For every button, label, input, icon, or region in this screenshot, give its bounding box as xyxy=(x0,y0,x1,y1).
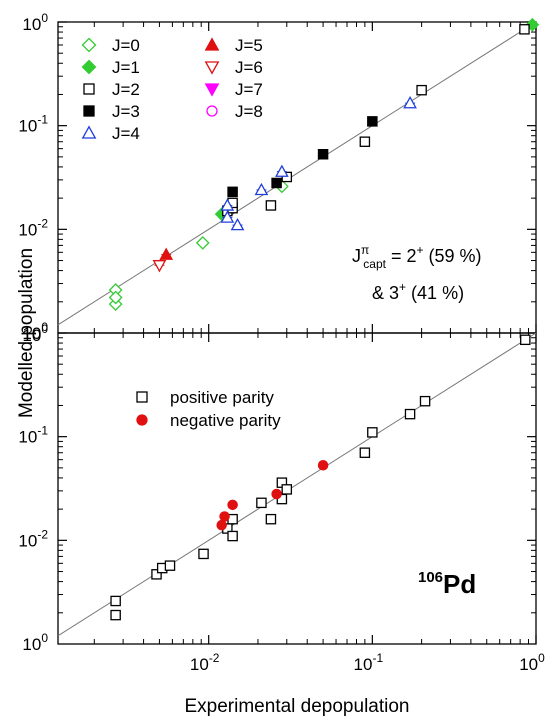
data-point xyxy=(110,595,121,607)
data-point xyxy=(220,198,235,211)
legend-item-marker xyxy=(81,37,97,53)
y-tick-label: 10-2 xyxy=(18,527,48,550)
legend-item-label: negative parity xyxy=(170,411,281,430)
data-point xyxy=(110,609,121,621)
data-point xyxy=(317,149,329,160)
bottom-panel-frame xyxy=(57,332,537,645)
data-point xyxy=(227,530,238,542)
legend-item-label: positive parity xyxy=(170,388,274,407)
data-point xyxy=(525,17,540,32)
y-tick-label: 10-2 xyxy=(18,216,48,239)
capture-spin-annotation-line2: & 3+ (41 %) xyxy=(372,280,464,303)
y-tick-label: 100 xyxy=(22,320,48,343)
data-point xyxy=(317,460,329,471)
y-tick-label: 100 xyxy=(22,11,48,34)
isotope-label: 106Pd xyxy=(418,569,476,599)
data-point xyxy=(419,395,431,407)
legend-item-marker xyxy=(81,59,97,75)
legend-item-label: J=2 xyxy=(112,80,140,99)
legend-item-label: J=4 xyxy=(112,124,140,143)
data-point xyxy=(256,497,267,509)
legend-item-marker xyxy=(136,391,148,403)
x-tick-label: 10-2 xyxy=(190,651,220,674)
data-point xyxy=(520,334,531,346)
data-markers xyxy=(108,17,540,621)
data-point xyxy=(164,560,176,571)
data-point xyxy=(159,247,174,260)
legend-item-label: J=7 xyxy=(235,80,263,99)
data-point xyxy=(254,182,269,196)
capture-spin-annotation-line1: Jπ capt = 2+ (59 %) xyxy=(352,243,482,271)
y-axis-title: Modelled population xyxy=(16,248,37,418)
legend-item-label: J=6 xyxy=(235,58,263,77)
data-point xyxy=(359,447,371,458)
reference-line xyxy=(57,332,537,637)
legend-item-marker xyxy=(204,83,220,97)
legend-item-label: J=1 xyxy=(112,58,140,77)
data-point xyxy=(195,235,210,250)
legend-item-label: J=3 xyxy=(112,102,140,121)
bottom-legend: positive parity negative parity xyxy=(136,388,281,430)
reference-lines xyxy=(57,21,537,637)
legend-item-label: J=8 xyxy=(235,102,263,121)
data-point xyxy=(275,164,289,177)
data-point xyxy=(198,548,209,560)
data-point xyxy=(404,408,416,420)
data-point xyxy=(216,519,227,531)
data-point xyxy=(367,116,378,127)
data-point xyxy=(220,210,235,223)
data-point xyxy=(519,24,530,35)
data-point xyxy=(227,186,238,198)
data-point xyxy=(359,136,371,147)
legend-item-marker xyxy=(206,105,218,117)
data-point xyxy=(271,488,282,500)
data-point xyxy=(108,290,123,305)
data-point xyxy=(403,96,417,109)
legend-item-marker xyxy=(83,83,95,95)
x-axis-title: Experimental depopulation xyxy=(185,696,410,717)
data-point xyxy=(230,217,245,231)
data-point xyxy=(152,260,167,273)
legend-item-marker xyxy=(136,414,148,426)
y-tick-label: 100 xyxy=(22,631,48,654)
legend-item-label: J=5 xyxy=(235,36,263,55)
data-point xyxy=(151,569,162,580)
y-tick-label: 10-1 xyxy=(18,424,48,447)
axis-ticks xyxy=(58,21,537,644)
legend-item-marker xyxy=(83,105,95,117)
data-point xyxy=(265,513,277,525)
y-tick-label: 10-1 xyxy=(18,113,48,136)
legend-item-marker xyxy=(204,37,220,51)
y-tick-label: 100 xyxy=(22,322,48,345)
top-legend: J=0 J=1 J=2 J=3 J=4 J=5 J=6 J=7 J=8 xyxy=(81,36,263,143)
data-point xyxy=(265,200,277,211)
data-point xyxy=(271,177,282,189)
data-point xyxy=(219,511,230,522)
data-point xyxy=(227,499,238,511)
x-tick-label: 100 xyxy=(519,651,545,674)
data-point xyxy=(281,484,293,495)
legend-item-marker xyxy=(81,125,97,139)
data-point xyxy=(281,171,293,183)
reference-line xyxy=(57,21,537,326)
x-tick-label: 10-1 xyxy=(354,651,384,674)
data-point xyxy=(416,84,427,96)
legend-item-marker xyxy=(204,61,220,75)
legend-item-label: J=0 xyxy=(112,36,140,55)
data-point xyxy=(367,427,378,438)
